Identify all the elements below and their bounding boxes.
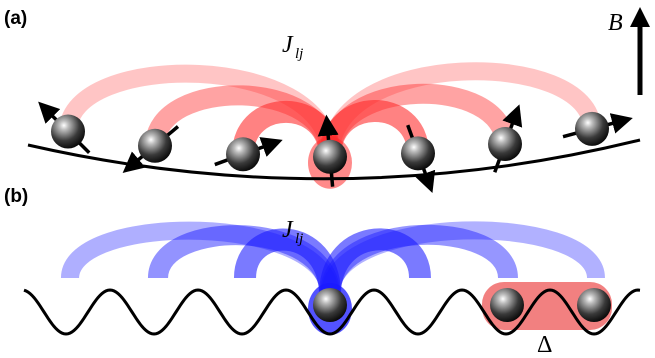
ion <box>488 104 523 173</box>
sphere-icon <box>313 139 347 174</box>
ions-a <box>38 101 633 194</box>
coupling-arc <box>321 62 601 166</box>
ion <box>401 124 436 194</box>
magnetic-field-indicator: B <box>608 7 650 95</box>
sphere-icon <box>575 111 609 146</box>
sphere-icon <box>313 288 347 322</box>
ion <box>562 111 633 146</box>
sphere-icon <box>51 114 85 149</box>
panel-b: (b) J lj Δ <box>4 186 641 358</box>
ion <box>214 137 283 172</box>
ion <box>38 101 91 154</box>
panel-b-label: (b) <box>4 186 28 207</box>
sphere-icon <box>488 127 522 162</box>
ion <box>313 114 347 187</box>
panel-a-label: (a) <box>4 8 27 29</box>
field-symbol: B <box>608 10 623 36</box>
coupling-subscript-a: lj <box>295 46 303 62</box>
coupling-symbol-a: J <box>282 32 294 58</box>
coupling-arc <box>233 228 342 296</box>
ion <box>122 125 180 173</box>
coupling-arcs-b <box>60 221 605 335</box>
gap-symbol: Δ <box>537 332 552 358</box>
coupling-subscript-b: lj <box>295 231 303 247</box>
coupling-label-a: J lj <box>282 32 303 62</box>
panel-a: (a) J lj B <box>4 7 650 194</box>
trap-curve-a <box>27 138 641 181</box>
sphere-icon <box>577 288 611 322</box>
coupling-arc <box>319 228 431 296</box>
coupling-arc <box>321 221 605 297</box>
coupling-symbol-b: J <box>282 217 294 243</box>
sphere-icon <box>226 137 260 172</box>
sphere-icon <box>401 136 435 171</box>
lattice-potential <box>23 288 641 336</box>
sphere-icon <box>138 128 172 163</box>
sphere-icon <box>490 288 524 322</box>
coupling-arc <box>320 224 518 297</box>
coupling-label-b: J lj <box>282 217 303 247</box>
ions-b <box>313 288 611 322</box>
